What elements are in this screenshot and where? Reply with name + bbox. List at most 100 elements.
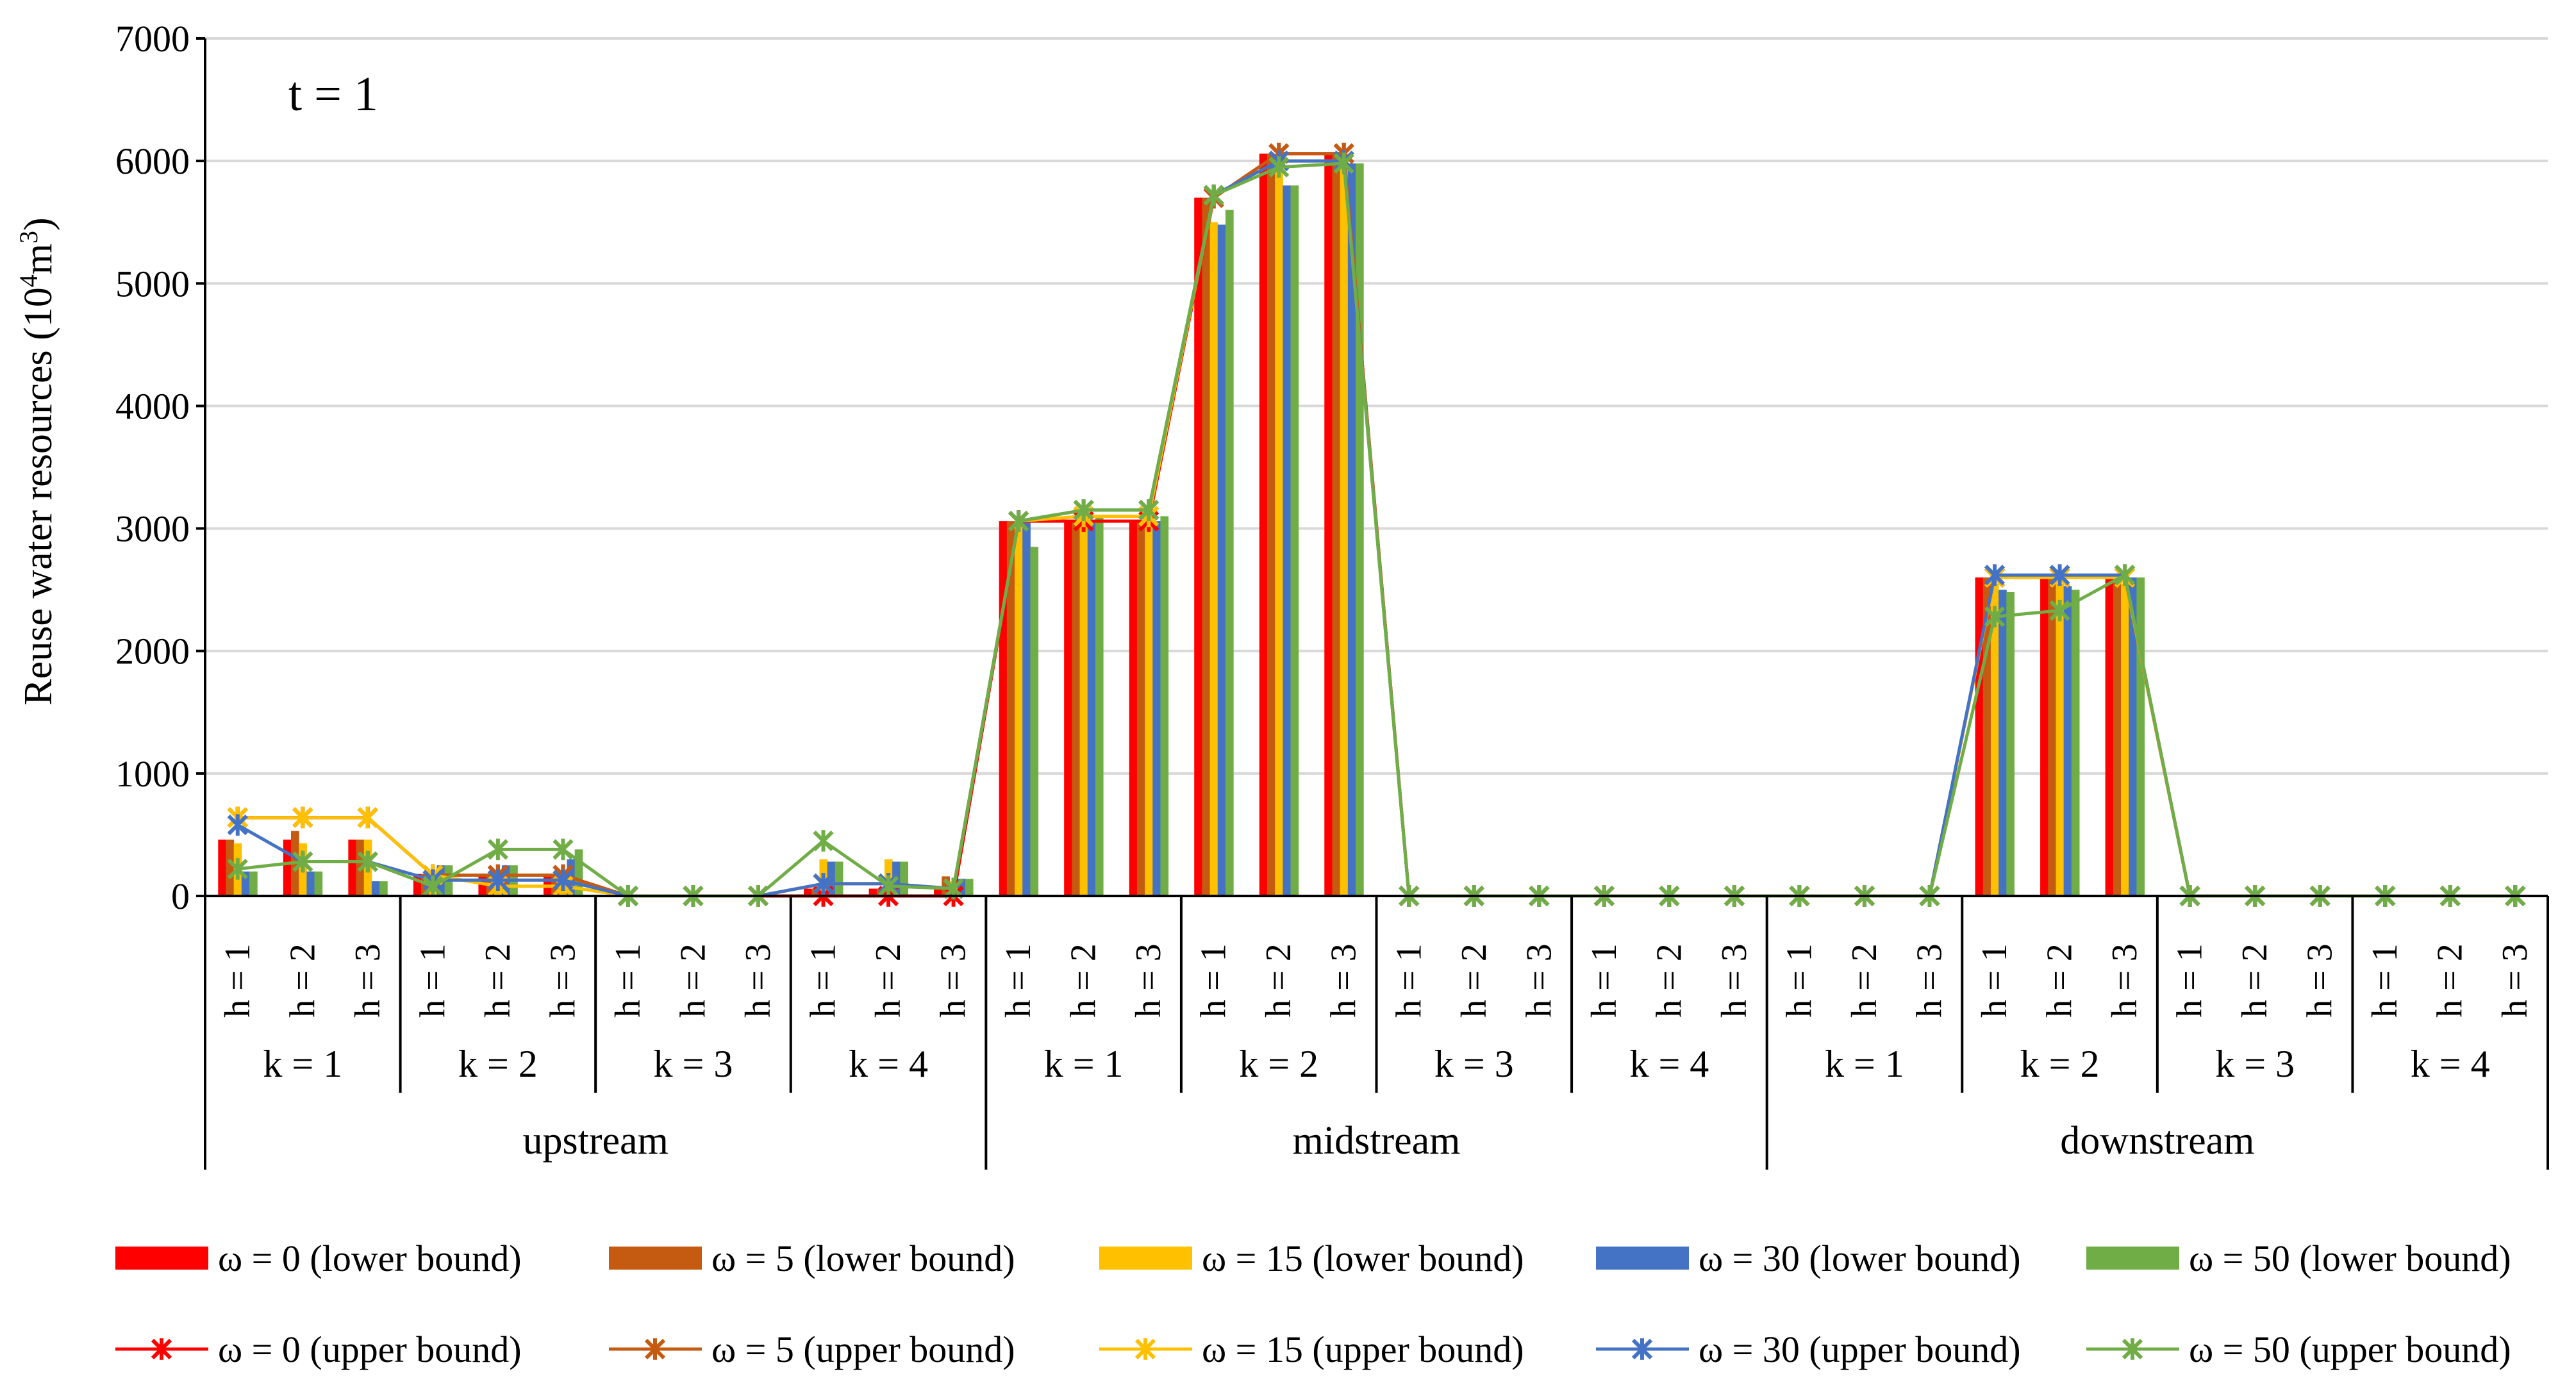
bar <box>1347 163 1356 897</box>
bar <box>2056 583 2065 896</box>
bar <box>1202 197 1211 896</box>
legend-bar-swatch <box>609 1247 702 1270</box>
k-label: k = 3 <box>1434 1043 1514 1085</box>
bar <box>2136 577 2145 896</box>
h-label: h = 1 <box>218 943 258 1018</box>
h-label: h = 2 <box>1064 943 1104 1018</box>
line-marker <box>1203 184 1224 206</box>
bar <box>1225 210 1234 897</box>
legend-label: ω = 0 (upper bound) <box>218 1329 522 1370</box>
group-label: midstream <box>1293 1119 1461 1163</box>
h-label: h = 2 <box>2431 943 2470 1018</box>
h-label: h = 2 <box>1259 943 1299 1018</box>
bar <box>249 871 258 896</box>
legend-label: ω = 30 (upper bound) <box>1699 1329 2021 1370</box>
line-marker <box>1138 499 1159 521</box>
line-marker <box>1008 510 1029 532</box>
bar <box>2113 577 2122 896</box>
line-marker <box>227 814 248 836</box>
k-label: k = 2 <box>1239 1043 1318 1085</box>
y-tick-label: 1000 <box>115 753 190 795</box>
bar <box>1145 521 1153 896</box>
legend-label: ω = 5 (lower bound) <box>711 1238 1015 1279</box>
h-label: h = 1 <box>804 943 843 1018</box>
legend-bar-swatch <box>115 1247 208 1270</box>
bar <box>2040 577 2048 896</box>
bar <box>2048 577 2056 896</box>
group-label: upstream <box>523 1119 669 1163</box>
h-label: h = 2 <box>283 943 322 1018</box>
y-tick-label: 3000 <box>115 508 190 550</box>
h-label: h = 3 <box>1715 943 1754 1018</box>
bars <box>218 153 2145 897</box>
line-marker <box>357 850 378 873</box>
h-label: h = 1 <box>1975 943 2015 1018</box>
bar <box>934 888 942 896</box>
t-annotation: t = 1 <box>288 67 378 121</box>
line-marker <box>357 806 378 829</box>
k-label: k = 3 <box>654 1043 733 1085</box>
bar <box>348 840 357 896</box>
bar <box>1079 521 1088 896</box>
bar <box>965 879 974 896</box>
h-label: h = 1 <box>1389 943 1429 1018</box>
line-marker <box>813 830 834 852</box>
legend-bar-swatch <box>2086 1247 2179 1270</box>
line-marker <box>151 1338 172 1360</box>
line-marker <box>1631 1338 1653 1360</box>
h-label: h = 2 <box>2040 943 2080 1018</box>
bar <box>1217 224 1226 897</box>
h-label: h = 2 <box>1845 943 1884 1018</box>
bar <box>1267 153 1276 896</box>
legend-label: ω = 30 (lower bound) <box>1699 1238 2021 1279</box>
h-label: h = 3 <box>1909 943 1949 1018</box>
y-tick-label: 6000 <box>115 140 190 182</box>
bar <box>1975 577 1984 896</box>
bar <box>2105 577 2114 896</box>
h-label: h = 2 <box>2235 943 2275 1018</box>
bar <box>1087 521 1096 896</box>
bar <box>2063 586 2072 896</box>
h-label: h = 3 <box>2495 943 2535 1018</box>
y-axis-title-sup1: 4 <box>14 274 43 287</box>
bar <box>1990 583 1999 896</box>
bar <box>900 861 908 896</box>
bar <box>1022 521 1031 896</box>
y-axis-title-main: Reuse water resources (10 <box>17 287 60 705</box>
bar <box>1015 521 1023 896</box>
group-label: downstream <box>2060 1119 2254 1163</box>
bar <box>218 840 226 896</box>
line-marker <box>2049 564 2070 586</box>
bar <box>306 871 315 896</box>
h-label: h = 3 <box>1519 943 1559 1018</box>
legend-label: ω = 5 (upper bound) <box>711 1329 1015 1370</box>
h-label: h = 3 <box>2300 943 2340 1018</box>
k-label: k = 1 <box>263 1043 342 1085</box>
line-marker <box>2122 1338 2143 1360</box>
bar <box>1324 153 1333 896</box>
bar <box>1160 516 1169 896</box>
bar <box>1283 185 1291 896</box>
line-marker <box>292 850 313 873</box>
k-label: k = 2 <box>2020 1043 2100 1085</box>
line-marker <box>1073 499 1094 521</box>
bar <box>835 861 843 896</box>
y-axis-title-mid: m <box>17 244 60 274</box>
h-label: h = 2 <box>673 943 713 1018</box>
y-tick-label: 5000 <box>115 263 190 304</box>
bar <box>283 840 292 896</box>
h-label: h = 1 <box>1194 943 1234 1018</box>
bar <box>2071 590 2080 896</box>
bar <box>314 871 323 896</box>
bar <box>1259 153 1268 896</box>
line-marker <box>644 1338 666 1360</box>
h-label: h = 2 <box>1454 943 1494 1018</box>
h-label: h = 1 <box>2170 943 2210 1018</box>
bar <box>1356 163 1364 897</box>
k-label: k = 2 <box>458 1043 538 1085</box>
line-marker <box>553 869 574 891</box>
bar <box>1275 167 1283 897</box>
k-label: k = 3 <box>2215 1043 2295 1085</box>
h-label: h = 3 <box>2105 943 2145 1018</box>
